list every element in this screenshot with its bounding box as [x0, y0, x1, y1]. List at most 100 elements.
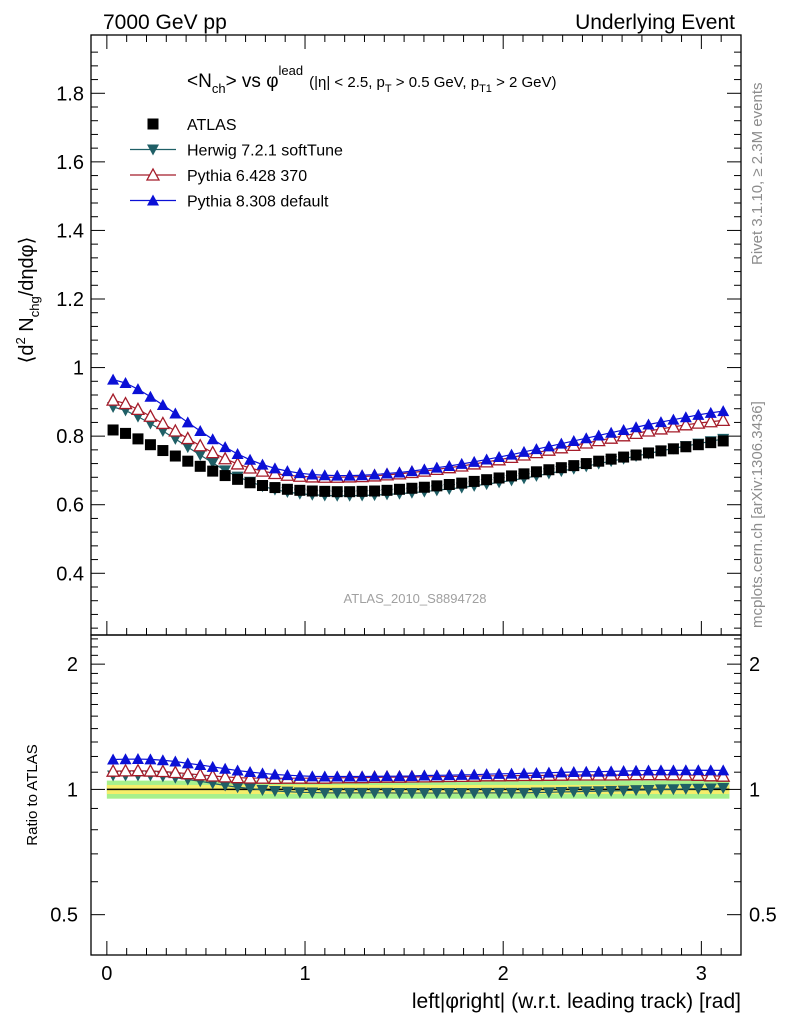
- y-axis-label: ⟨d2 Nchg/dηdφ⟩: [13, 237, 42, 364]
- point-atlas: [655, 445, 667, 457]
- point-herwig-7-2-1-softtune: [194, 450, 207, 461]
- point-atlas: [256, 480, 268, 492]
- ratio-point-pythia-8-308-default: [343, 770, 356, 782]
- point-atlas: [555, 462, 567, 474]
- point-pythia-8-308-default: [430, 461, 443, 473]
- ratio-point-pythia-8-308-default: [580, 765, 593, 777]
- ratio-point-herwig-7-2-1-softtune: [630, 785, 643, 797]
- point-atlas: [580, 458, 592, 470]
- ratio-point-herwig-7-2-1-softtune: [617, 785, 630, 797]
- ratio-point-pythia-8-308-default: [530, 767, 543, 779]
- ratio-point-pythia-8-308-default: [281, 769, 294, 781]
- point-pythia-8-308-default: [293, 467, 306, 479]
- point-pythia-6-428-370: [678, 417, 693, 431]
- point-atlas: [456, 477, 468, 489]
- legend-label-herwig-7-2-1-softtune: Herwig 7.2.1 softTune: [187, 143, 343, 160]
- point-pythia-8-308-default: [667, 413, 680, 425]
- point-pythia-8-308-default: [119, 377, 132, 388]
- point-pythia-6-428-370: [180, 431, 195, 445]
- ratio-point-pythia-6-428-370: [218, 769, 233, 783]
- ratio-point-herwig-7-2-1-softtune: [381, 787, 394, 799]
- legend-label-pythia-8-308-default: Pythia 8.308 default: [187, 194, 329, 211]
- ratio-point-herwig-7-2-1-softtune: [393, 788, 406, 800]
- point-pythia-8-308-default: [530, 443, 543, 455]
- point-pythia-8-308-default: [493, 451, 506, 463]
- point-pythia-8-308-default: [131, 383, 144, 395]
- ratio-point-pythia-6-428-370: [143, 763, 158, 777]
- ratio-y-tick-label-right: 0.5: [749, 905, 777, 927]
- point-pythia-8-308-default: [368, 468, 381, 480]
- ratio-point-herwig-7-2-1-softtune: [268, 786, 281, 798]
- ratio-point-pythia-8-308-default: [642, 764, 655, 776]
- ratio-point-pythia-8-308-default: [356, 770, 369, 782]
- point-pythia-8-308-default: [443, 459, 456, 471]
- ratio-point-herwig-7-2-1-softtune: [368, 787, 381, 799]
- y-tick-label: 1.8: [56, 83, 84, 105]
- ratio-y-tick-label-right: 1: [749, 779, 760, 801]
- rivet-label: Rivet 3.1.10, ≥ 2.3M events: [749, 83, 766, 266]
- ratio-point-pythia-8-308-default: [368, 770, 381, 782]
- ratio-point-pythia-8-308-default: [654, 764, 667, 776]
- point-pythia-8-308-default: [605, 426, 618, 438]
- ratio-point-pythia-8-308-default: [131, 753, 144, 765]
- point-atlas: [269, 482, 281, 494]
- ratio-point-herwig-7-2-1-softtune: [555, 786, 568, 798]
- point-pythia-6-428-370: [653, 421, 669, 435]
- ratio-y-tick-label: 1: [67, 779, 78, 801]
- legend: ATLAS Herwig 7.2.1 softTune Pythia 6.428 3…: [130, 117, 343, 211]
- point-herwig-7-2-1-softtune: [181, 442, 194, 454]
- point-atlas: [306, 485, 318, 497]
- ratio-point-herwig-7-2-1-softtune: [306, 787, 319, 799]
- ratio-point-pythia-8-308-default: [293, 769, 306, 781]
- point-pythia-8-308-default: [381, 467, 394, 479]
- ratio-point-pythia-8-308-default: [231, 764, 244, 776]
- point-pythia-8-308-default: [194, 425, 207, 436]
- ratio-point-herwig-7-2-1-softtune: [567, 786, 580, 798]
- point-pythia-8-308-default: [517, 445, 530, 457]
- ratio-point-herwig-7-2-1-softtune: [480, 787, 493, 799]
- ratio-point-pythia-8-308-default: [194, 758, 207, 770]
- point-pythia-8-308-default: [318, 469, 331, 481]
- point-pythia-8-308-default: [617, 423, 630, 435]
- ratio-point-herwig-7-2-1-softtune: [468, 788, 481, 800]
- point-pythia-6-428-370: [255, 463, 270, 477]
- point-atlas: [705, 437, 717, 449]
- legend-label-atlas: ATLAS: [187, 117, 237, 134]
- point-atlas: [593, 455, 605, 467]
- ratio-point-herwig-7-2-1-softtune: [717, 782, 730, 794]
- ratio-point-herwig-7-2-1-softtune: [293, 787, 306, 799]
- point-pythia-8-308-default: [306, 468, 319, 480]
- ratio-y-tick-label: 0.5: [50, 905, 78, 927]
- point-pythia-6-428-370: [666, 419, 681, 433]
- x-tick-label: 0: [101, 963, 112, 985]
- point-pythia-8-308-default: [169, 407, 182, 419]
- point-pythia-8-308-default: [717, 405, 730, 417]
- point-pythia-6-428-370: [205, 445, 220, 459]
- point-pythia-8-308-default: [156, 398, 169, 410]
- ratio-point-pythia-8-308-default: [517, 767, 530, 779]
- ratio-point-pythia-8-308-default: [244, 766, 257, 778]
- point-atlas: [530, 466, 542, 478]
- ratio-point-pythia-6-428-370: [105, 763, 121, 777]
- ratio-point-pythia-8-308-default: [443, 769, 456, 781]
- point-pythia-8-308-default: [144, 390, 157, 402]
- ratio-point-pythia-8-308-default: [405, 770, 418, 782]
- point-atlas: [642, 447, 654, 459]
- point-pythia-6-428-370: [168, 423, 183, 437]
- ratio-point-herwig-7-2-1-softtune: [667, 784, 680, 796]
- point-pythia-8-308-default: [480, 453, 493, 465]
- point-atlas: [232, 473, 244, 485]
- point-atlas: [331, 486, 343, 498]
- plot-title: <Nch> vs φlead(|η| < 2.5, pT > 0.5 GeV, …: [187, 63, 557, 96]
- point-pythia-8-308-default: [555, 437, 568, 449]
- point-pythia-8-308-default: [244, 453, 257, 465]
- ratio-point-pythia-8-308-default: [107, 753, 120, 765]
- point-atlas: [281, 483, 293, 495]
- point-pythia-6-428-370: [130, 402, 146, 416]
- point-pythia-6-428-370: [641, 423, 656, 437]
- point-pythia-8-308-default: [455, 457, 468, 469]
- legend-label-pythia-6-428-370: Pythia 6.428 370: [187, 168, 307, 185]
- point-pythia-8-308-default: [580, 432, 593, 444]
- point-atlas: [468, 475, 480, 487]
